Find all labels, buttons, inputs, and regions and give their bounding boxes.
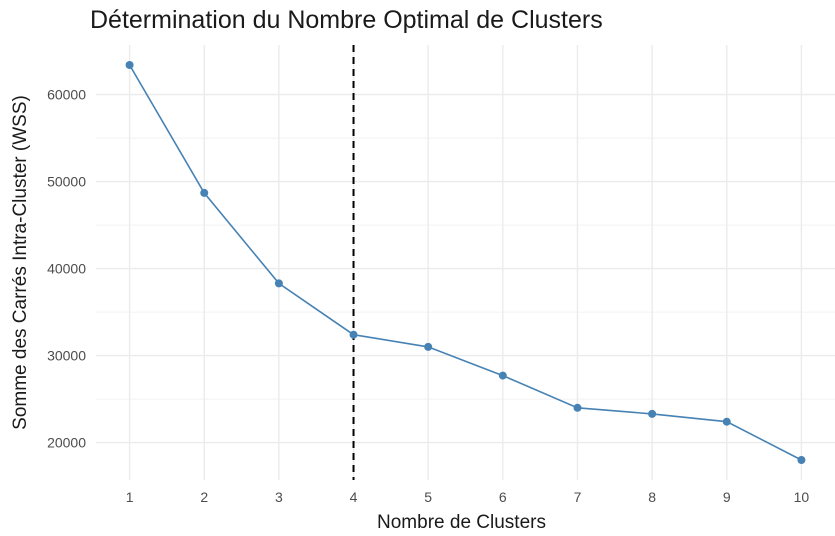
grid-lines	[96, 45, 835, 480]
x-tick-label: 9	[723, 489, 731, 505]
y-tick-label: 30000	[47, 348, 86, 364]
x-tick-label: 2	[200, 489, 208, 505]
y-tick-label: 20000	[47, 435, 86, 451]
x-tick-label: 6	[499, 489, 507, 505]
y-tick-label: 50000	[47, 174, 86, 190]
wss-series	[125, 61, 806, 464]
x-tick-label: 1	[126, 489, 134, 505]
wss-point	[200, 188, 209, 197]
chart-title: Détermination du Nombre Optimal de Clust…	[90, 6, 603, 34]
wss-point	[573, 403, 582, 412]
x-tick-label: 4	[350, 489, 358, 505]
x-tick-label: 10	[794, 489, 810, 505]
y-tick-label: 40000	[47, 261, 86, 277]
wss-point	[349, 330, 358, 339]
wss-point	[274, 279, 283, 288]
wss-point	[722, 417, 731, 426]
wss-point	[797, 455, 806, 464]
wss-point	[424, 342, 433, 351]
y-axis-ticks: 20000 30000 40000 50000 60000	[47, 87, 86, 451]
wss-point	[498, 371, 507, 380]
x-tick-label: 3	[275, 489, 283, 505]
y-tick-label: 60000	[47, 87, 86, 103]
y-axis-title: Somme des Carrés Intra-Cluster (WSS)	[10, 95, 31, 430]
wss-point	[125, 61, 134, 70]
x-axis-title: Nombre de Clusters	[377, 512, 546, 533]
x-tick-label: 8	[648, 489, 656, 505]
x-tick-label: 5	[424, 489, 432, 505]
wss-point	[648, 409, 657, 418]
x-tick-label: 7	[574, 489, 582, 505]
wss-line	[128, 64, 802, 461]
x-axis-ticks: 1 2 3 4 5 6 7 8 9 10	[126, 489, 810, 505]
